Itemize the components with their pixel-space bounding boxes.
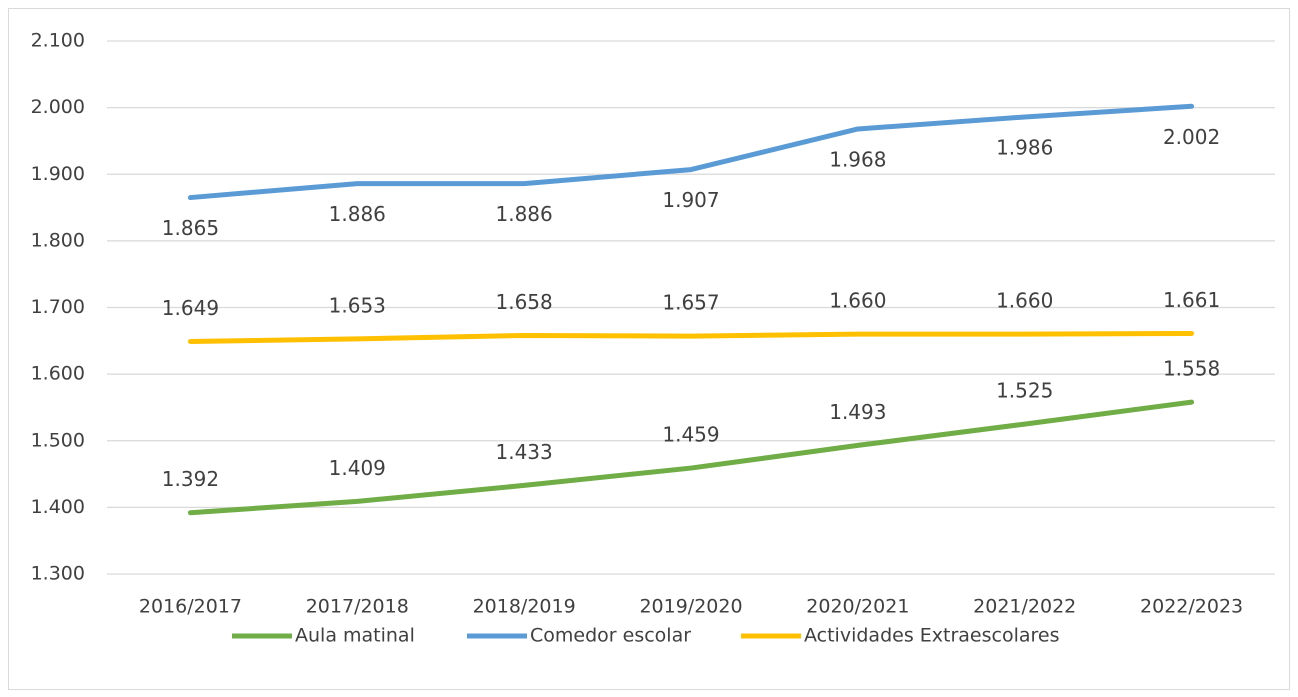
data-label: 1.409 bbox=[329, 456, 386, 480]
data-label: 1.657 bbox=[662, 291, 719, 315]
data-label: 1.660 bbox=[829, 289, 886, 313]
y-tick-label: 1.600 bbox=[31, 363, 85, 385]
data-label: 1.493 bbox=[829, 400, 886, 424]
series-line bbox=[187, 330, 1195, 344]
data-label: 1.865 bbox=[162, 216, 219, 240]
legend-label: Comedor escolar bbox=[530, 625, 691, 647]
y-tick-label: 1.800 bbox=[31, 229, 85, 251]
y-tick-label: 2.100 bbox=[31, 30, 85, 52]
data-label: 1.986 bbox=[996, 135, 1053, 159]
data-label: 1.558 bbox=[1163, 357, 1220, 381]
y-tick-label: 1.700 bbox=[31, 296, 85, 318]
x-tick-label: 2016/2017 bbox=[139, 596, 242, 618]
data-label: 1.653 bbox=[329, 293, 386, 317]
data-label: 1.886 bbox=[496, 202, 553, 226]
data-label: 1.392 bbox=[162, 467, 219, 491]
series-line bbox=[187, 399, 1195, 516]
y-tick-label: 1.300 bbox=[31, 563, 85, 585]
x-tick-label: 2020/2021 bbox=[806, 596, 909, 618]
data-label: 1.459 bbox=[662, 423, 719, 447]
data-label: 1.661 bbox=[1163, 288, 1220, 312]
data-label: 1.968 bbox=[829, 147, 886, 171]
data-label: 1.649 bbox=[162, 296, 219, 320]
x-tick-label: 2021/2022 bbox=[973, 596, 1076, 618]
x-tick-label: 2018/2019 bbox=[473, 596, 576, 618]
legend-label: Aula matinal bbox=[295, 625, 415, 647]
data-label: 1.660 bbox=[996, 289, 1053, 313]
x-tick-label: 2019/2020 bbox=[639, 596, 742, 618]
chart-frame bbox=[8, 8, 1290, 690]
y-tick-label: 2.000 bbox=[31, 96, 85, 118]
series-line bbox=[187, 103, 1195, 201]
data-label: 1.525 bbox=[996, 379, 1053, 403]
x-tick-label: 2017/2018 bbox=[306, 596, 409, 618]
y-tick-label: 1.400 bbox=[31, 496, 85, 518]
data-label: 2.002 bbox=[1163, 125, 1220, 149]
y-tick-label: 1.500 bbox=[31, 429, 85, 451]
data-label: 1.907 bbox=[662, 188, 719, 212]
x-tick-label: 2022/2023 bbox=[1140, 596, 1243, 618]
data-label: 1.433 bbox=[496, 440, 553, 464]
data-label: 1.886 bbox=[329, 202, 386, 226]
y-tick-label: 1.900 bbox=[31, 163, 85, 185]
legend-label: Actividades Extraescolares bbox=[804, 625, 1059, 647]
data-label: 1.658 bbox=[496, 290, 553, 314]
